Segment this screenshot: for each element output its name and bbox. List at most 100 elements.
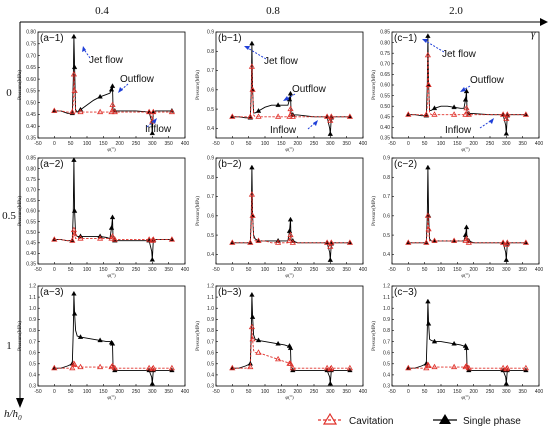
y-tick-label: 0.8 [207, 175, 214, 181]
arrowhead-jet-b [244, 46, 250, 50]
single-phase-point [255, 108, 262, 113]
row-label-2: 0.5 [2, 210, 16, 222]
single-phase-point [255, 337, 262, 343]
single-phase-point [287, 345, 294, 350]
y-axis-label: Pressure(MPa) [372, 321, 377, 351]
cavitation-point [247, 239, 254, 245]
x-tick-label: 300 [148, 141, 157, 147]
y-axis-label: Pressure(MPa) [372, 196, 377, 226]
cavitation-point [70, 70, 77, 77]
y-tick-label: 0.7 [383, 194, 390, 200]
x-tick-label: 200 [293, 267, 302, 273]
single-phase-point [451, 104, 457, 110]
y-axis-label: Pressure(MPa) [196, 321, 201, 351]
cavitation-point [109, 101, 116, 107]
single-phase-point [287, 216, 294, 222]
cavitation-point [248, 63, 255, 69]
y-tick-label: 0.70 [26, 53, 36, 59]
single-phase-point [463, 224, 470, 230]
x-tick-label: 150 [99, 141, 108, 147]
y-tick-label: 0.8 [207, 328, 214, 334]
plot-frame [37, 285, 186, 387]
single-phase-point [71, 290, 77, 296]
cavitation-point [463, 104, 470, 111]
cavitation-point [150, 236, 157, 242]
cavitation-point [423, 239, 430, 245]
y-tick-label: 0.40 [26, 251, 36, 257]
cavitation-point [324, 113, 331, 119]
cavitation-point [324, 239, 331, 245]
annotation-outflow-b: Outflow [292, 84, 327, 95]
cavitation-point [424, 51, 431, 58]
y-tick-label: 1.1 [383, 295, 390, 301]
y-tick-label: 0.6 [29, 350, 36, 356]
y-tick-label: 0.50 [26, 230, 36, 236]
y-tick-label: 0.9 [383, 156, 390, 162]
x-tick-label: 50 [422, 389, 428, 395]
panel-8: -50 0 50 100 150 200 250 300 350 400 0.3 0.4 0.5 0.6 0… [196, 284, 367, 401]
single-phase-point [503, 130, 509, 136]
x-tick-label: 50 [422, 141, 428, 147]
cavitation-point [423, 111, 430, 117]
y-tick-label: 0.7 [207, 339, 214, 345]
cavitation-point [71, 87, 78, 93]
x-tick-label: -50 [212, 141, 219, 147]
legend-cavitation-label: Cavitation [349, 416, 393, 427]
x-tick-label: 200 [469, 389, 478, 395]
cavitation-point [451, 111, 458, 117]
y-tick-label: 0.5 [207, 107, 214, 113]
x-axis-label: φ(°) [107, 396, 116, 401]
cavitation-point [275, 239, 282, 245]
x-axis-label: φ(°) [107, 274, 116, 279]
cavitation-point [229, 364, 236, 371]
cavitation-point [405, 239, 412, 245]
cavitation-point [248, 191, 255, 197]
y-tick-label: 1.2 [207, 284, 214, 290]
panel-5: -50 0 50 100 150 200 250 300 350 400 0.4 0.5 0.6 0.7 0… [196, 156, 367, 279]
arrowhead-jet-c [422, 39, 428, 43]
x-tick-label: 350 [164, 389, 173, 395]
cavitation-point [229, 239, 236, 245]
x-tick-label: 200 [115, 141, 124, 147]
x-tick-label: 300 [502, 389, 511, 395]
single-phase-point [451, 340, 457, 346]
single-phase-point [71, 157, 77, 162]
x-tick-label: 350 [518, 267, 527, 273]
y-tick-label: 0.4 [207, 252, 214, 258]
y-tick-label: 0.75 [26, 41, 36, 47]
y-tick-label: 0.55 [26, 89, 36, 95]
y-tick-label: 0.45 [380, 115, 390, 121]
y-tick-label: 0.7 [207, 68, 214, 74]
plot-frame [391, 157, 540, 265]
y-tick-label: 0.35 [26, 136, 36, 142]
x-axis-label: φ(°) [107, 148, 116, 153]
y-tick-label: 0.3 [207, 384, 214, 390]
annotation-jet-flow-b: Jet flow [264, 56, 299, 67]
x-tick-label: -50 [34, 267, 41, 273]
cavitation-point [500, 364, 507, 371]
cavitation-point [465, 364, 472, 371]
cavitation-point [327, 243, 334, 249]
cavitation-point [522, 111, 529, 117]
gamma-axis-arrowhead [540, 18, 548, 26]
cavitation-point [504, 239, 511, 245]
single-phase-point [327, 257, 333, 262]
y-axis-label: Pressure(MPa) [372, 70, 377, 100]
x-tick-label: 0 [407, 267, 410, 273]
x-tick-label: 200 [115, 389, 124, 395]
cavitation-series-line [232, 66, 350, 123]
cavitation-point [51, 236, 58, 242]
panel-4: -50 0 50 100 150 200 250 300 350 400 0.35 0.40 0.45 0… [18, 156, 189, 279]
single-phase-point [462, 232, 469, 237]
y-tick-label: 0.50 [26, 100, 36, 106]
single-phase-point [71, 310, 78, 316]
single-phase-point [425, 320, 432, 326]
y-tick-label: 0.55 [380, 93, 390, 99]
cavitation-point [168, 364, 175, 371]
panel-label: (c−2) [394, 159, 417, 170]
x-tick-label: 0 [231, 267, 234, 273]
cavitation-point [51, 364, 58, 371]
x-tick-label: 50 [246, 267, 252, 273]
x-tick-label: 50 [246, 141, 252, 147]
y-axis-label: Pressure(MPa) [18, 196, 23, 226]
